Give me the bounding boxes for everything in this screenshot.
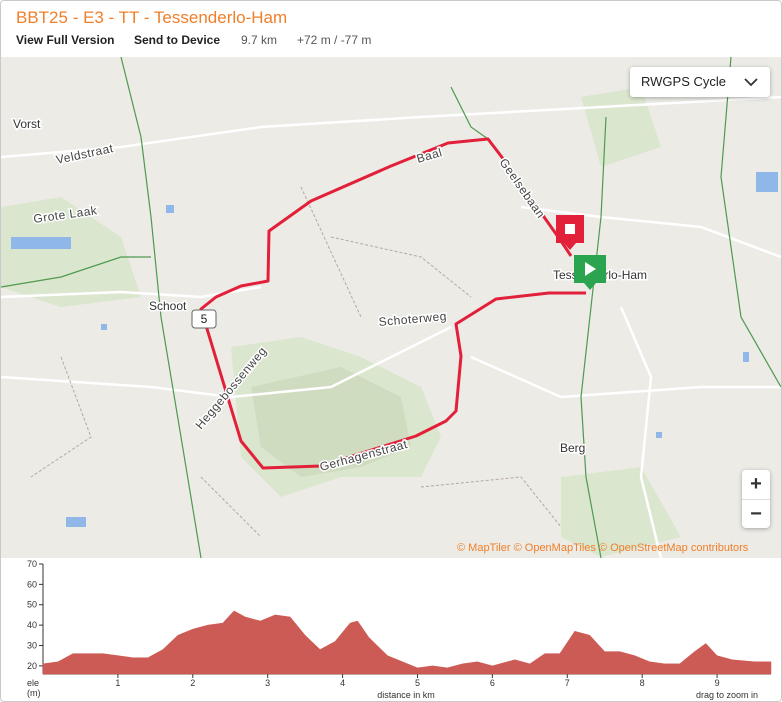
y-tick-label: 50 xyxy=(27,600,37,610)
place-label: Schoot xyxy=(149,299,187,313)
place-label: Vorst xyxy=(13,117,41,131)
x-tick-label: 1 xyxy=(115,678,120,688)
y-axis-label: (m) xyxy=(27,688,41,698)
x-axis-label: distance in km xyxy=(377,690,435,700)
route-title[interactable]: BBT25 - E3 - TT - Tessenderlo-Ham xyxy=(16,8,288,27)
distance-marker: 5 xyxy=(191,309,217,329)
x-tick-label: 7 xyxy=(565,678,570,688)
attribution-link[interactable]: © OpenStreetMap contributors xyxy=(598,542,749,554)
x-tick-label: 3 xyxy=(265,678,270,688)
end-marker[interactable] xyxy=(556,215,584,250)
x-tick-label: 6 xyxy=(490,678,495,688)
marker-label: 5 xyxy=(201,312,208,326)
elevation-gain: +72 m / -77 m xyxy=(297,33,372,47)
chart-note: drag to zoom in xyxy=(696,690,758,700)
zoom-out[interactable]: − xyxy=(750,503,762,525)
map-bg xyxy=(1,57,781,558)
layer-selector[interactable]: RWGPS Cycle xyxy=(630,67,770,97)
attribution-link[interactable]: © OpenMapTiles xyxy=(513,542,596,554)
y-tick-label: 20 xyxy=(27,661,37,671)
elevation-area xyxy=(42,610,772,675)
x-tick-label: 9 xyxy=(715,678,720,688)
layer-name: RWGPS Cycle xyxy=(641,74,726,89)
elevation-chart[interactable]: ele (m) distance in km drag to zoom in 2… xyxy=(1,558,781,701)
attribution-link[interactable]: © MapTiler xyxy=(457,542,511,554)
y-axis-label: ele xyxy=(27,678,39,688)
water xyxy=(11,172,778,527)
zoom-control: + − xyxy=(742,470,770,528)
y-tick-label: 30 xyxy=(27,640,37,650)
place-label: Berg xyxy=(560,441,585,455)
x-tick-label: 2 xyxy=(190,678,195,688)
x-tick-label: 8 xyxy=(640,678,645,688)
cycle-paths xyxy=(1,57,781,558)
start-marker[interactable] xyxy=(574,255,606,290)
x-tick-label: 4 xyxy=(340,678,345,688)
link[interactable]: Send to Device xyxy=(134,33,221,47)
distance: 9.7 km xyxy=(241,33,278,47)
x-tick-label: 5 xyxy=(415,678,420,688)
link[interactable]: View Full Version xyxy=(16,33,115,47)
route-line xyxy=(199,137,586,470)
y-tick-label: 40 xyxy=(27,620,37,630)
attribution: © MapTiler © OpenMapTiles © OpenStreetMa… xyxy=(457,542,748,554)
map[interactable]: Vorst Schoot Tessenderlo-Ham Berg Veldst… xyxy=(1,57,781,558)
chevron xyxy=(744,78,758,87)
y-tick-label: 70 xyxy=(27,559,37,569)
tracks xyxy=(30,186,562,538)
y-tick-label: 60 xyxy=(27,579,37,589)
zoom-in[interactable]: + xyxy=(742,470,770,500)
